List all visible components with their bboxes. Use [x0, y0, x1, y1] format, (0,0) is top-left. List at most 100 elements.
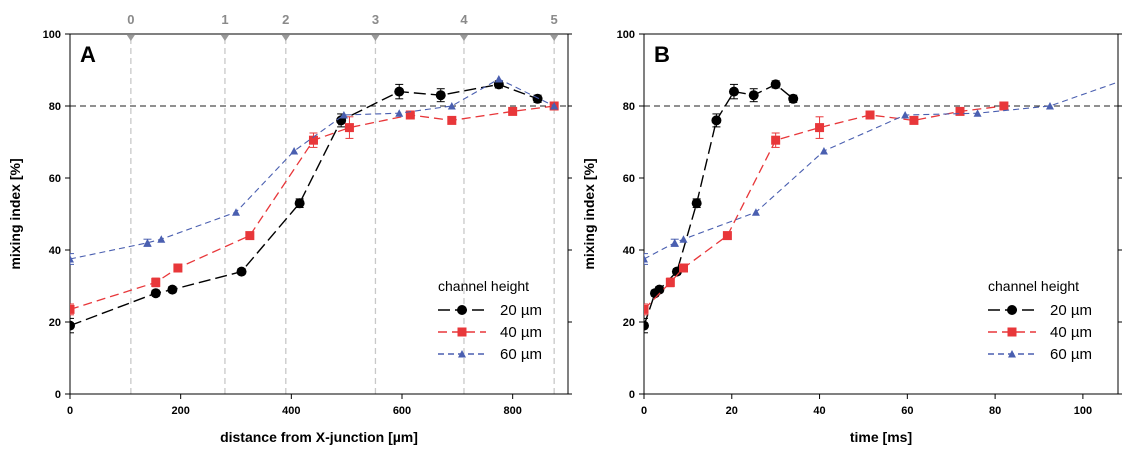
x-axis-label: time [ms] — [850, 429, 912, 445]
position-marker-label: 0 — [127, 12, 134, 27]
data-point — [728, 86, 739, 97]
legend-label: 60 µm — [500, 346, 542, 363]
position-marker-arrow — [371, 35, 380, 41]
y-tick-label: 100 — [43, 29, 61, 41]
legend-label: 20 µm — [500, 302, 542, 319]
y-tick-label: 80 — [49, 101, 61, 113]
data-point — [999, 101, 1009, 111]
x-tick-label: 40 — [813, 405, 825, 417]
legend-swatch-marker — [1007, 305, 1017, 315]
series-line — [70, 83, 538, 327]
data-point — [973, 109, 982, 117]
x-tick-label: 60 — [901, 405, 913, 417]
legend-swatch-marker — [1007, 327, 1017, 337]
x-tick-label: 80 — [989, 405, 1001, 417]
data-point — [494, 75, 503, 83]
data-point — [447, 102, 456, 110]
legend-label: 60 µm — [1050, 346, 1092, 363]
position-marker-label: 3 — [372, 12, 379, 27]
series-triangle — [644, 81, 1118, 265]
data-point — [691, 198, 702, 209]
y-tick-label: 60 — [49, 173, 61, 185]
position-marker-label: 2 — [282, 12, 289, 27]
position-marker-arrow — [220, 35, 229, 41]
series-square — [644, 101, 1009, 316]
legend-label: 40 µm — [1050, 324, 1092, 341]
y-tick-label: 80 — [623, 101, 635, 113]
series-line — [644, 105, 1004, 310]
data-point — [339, 111, 348, 119]
data-point — [722, 231, 732, 241]
series-triangle — [70, 75, 559, 265]
y-tick-label: 20 — [49, 317, 61, 329]
legend-title: channel height — [438, 278, 529, 294]
data-point — [771, 135, 781, 145]
legend-swatch-marker — [458, 350, 466, 358]
data-point — [815, 123, 825, 133]
y-tick-label: 0 — [55, 389, 61, 401]
data-point — [150, 288, 161, 299]
data-point — [394, 86, 405, 97]
y-tick-label: 20 — [623, 317, 635, 329]
position-marker-label: 4 — [460, 12, 468, 27]
series-circle — [644, 79, 799, 334]
y-tick-label: 60 — [623, 173, 635, 185]
data-point — [679, 235, 688, 243]
position-marker-arrow — [281, 35, 290, 41]
y-axis-label: mixing index [%] — [581, 158, 597, 269]
x-tick-label: 400 — [282, 405, 300, 417]
data-point — [909, 115, 919, 125]
legend-swatch-marker — [457, 305, 467, 315]
series-circle — [70, 79, 543, 334]
position-marker-arrow — [550, 35, 559, 41]
plot-frame — [69, 33, 569, 395]
data-point — [644, 320, 649, 331]
y-tick-label: 100 — [617, 29, 635, 41]
data-point — [644, 304, 649, 314]
data-point — [901, 111, 910, 119]
data-point — [751, 208, 760, 216]
position-marker-label: 5 — [551, 12, 558, 27]
data-point — [395, 109, 404, 117]
data-point — [711, 115, 722, 126]
panel-a: 0 1 2 3 4 5 0 20 40 60 80 100 0 200 400 600 800 distance … — [7, 12, 572, 445]
data-point — [157, 235, 166, 243]
series-line — [70, 78, 555, 260]
data-point — [70, 255, 74, 263]
plot-frame — [643, 33, 1119, 395]
data-point — [447, 115, 457, 125]
data-point — [508, 106, 518, 116]
data-point — [173, 263, 183, 273]
data-point — [143, 238, 152, 247]
data-point — [236, 266, 247, 277]
data-point — [865, 110, 875, 120]
data-point — [550, 102, 559, 110]
data-point — [70, 304, 75, 314]
data-point — [670, 238, 679, 247]
legend-label: 40 µm — [500, 324, 542, 341]
position-marker-arrow — [459, 35, 468, 41]
data-point — [679, 263, 688, 273]
data-point — [1045, 102, 1054, 110]
data-point — [70, 320, 75, 331]
data-point — [770, 79, 781, 90]
x-tick-label: 800 — [503, 405, 521, 417]
data-point — [748, 90, 759, 101]
data-point — [232, 208, 240, 216]
x-tick-label: 200 — [171, 405, 189, 417]
x-tick-label: 0 — [641, 405, 647, 417]
x-axis-label: distance from X-junction [µm] — [220, 429, 418, 445]
data-point — [405, 110, 415, 120]
data-point — [532, 93, 543, 104]
data-point — [654, 284, 665, 295]
y-tick-label: 0 — [629, 389, 635, 401]
legend-swatch-marker — [1008, 350, 1016, 358]
data-point — [308, 135, 318, 145]
data-point — [167, 284, 178, 295]
legend-swatch-marker — [457, 327, 467, 337]
legend-title: channel height — [988, 278, 1079, 294]
data-point — [294, 198, 305, 209]
data-point — [644, 255, 648, 263]
legend-label: 20 µm — [1050, 302, 1092, 319]
